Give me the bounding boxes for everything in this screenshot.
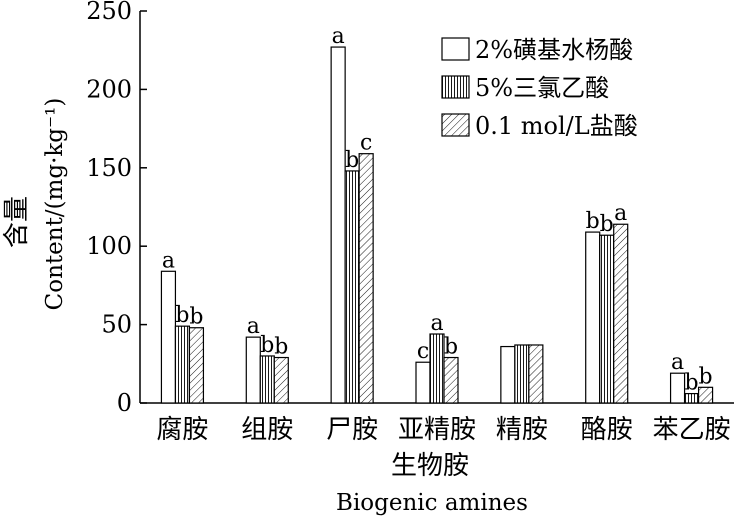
bar bbox=[585, 231, 601, 404]
bar bbox=[500, 345, 516, 404]
significance-label: b bbox=[260, 333, 274, 358]
legend-label: 2%磺基水杨酸 bbox=[475, 36, 633, 64]
significance-label: a bbox=[162, 248, 175, 273]
legend-item: 5%三氯乙酸 bbox=[441, 74, 609, 102]
bar bbox=[174, 325, 191, 404]
significance-label: c bbox=[360, 131, 372, 156]
legend-label: 5%三氯乙酸 bbox=[475, 74, 609, 102]
significance-label: a bbox=[247, 314, 260, 339]
legend-item: 0.1 mol/L盐酸 bbox=[441, 112, 638, 140]
significance-label: b bbox=[586, 209, 600, 234]
bar bbox=[514, 344, 530, 404]
bar bbox=[259, 355, 275, 404]
legend-swatch bbox=[441, 75, 470, 99]
bar bbox=[160, 270, 177, 404]
bar bbox=[599, 234, 615, 404]
bar bbox=[188, 327, 205, 404]
x-tick-label: 苯乙胺 bbox=[653, 415, 731, 445]
significance-label: b bbox=[345, 148, 359, 173]
bar bbox=[443, 356, 459, 404]
bar bbox=[697, 386, 714, 404]
x-axis-title-cn: 生物胺 bbox=[391, 451, 469, 481]
significance-label: b bbox=[600, 212, 614, 237]
significance-label: b bbox=[444, 335, 458, 360]
significance-label: c bbox=[417, 339, 429, 364]
legend-label: 0.1 mol/L盐酸 bbox=[475, 112, 638, 140]
x-tick-label: 腐胺 bbox=[156, 415, 208, 445]
bar bbox=[358, 153, 374, 404]
bar bbox=[429, 333, 445, 404]
y-tick-label: 50 bbox=[101, 311, 132, 339]
significance-label: b bbox=[685, 371, 699, 396]
y-axis-title-en: Content/(mg·kg⁻¹) bbox=[42, 98, 68, 311]
significance-label: b bbox=[175, 303, 189, 328]
y-tick-label: 200 bbox=[86, 75, 132, 103]
bar bbox=[245, 336, 261, 404]
significance-label: a bbox=[671, 350, 684, 375]
significance-label: b bbox=[189, 305, 203, 330]
x-tick-label: 酪胺 bbox=[581, 415, 633, 445]
legend-swatch bbox=[441, 113, 470, 137]
significance-label: b bbox=[699, 364, 713, 389]
legend: 2%磺基水杨酸 5%三氯乙酸 0.1 mol/L盐酸 bbox=[441, 36, 638, 140]
x-axis: 腐胺 组胺 尸胺 亚精胺 精胺 酪胺 苯乙胺 bbox=[140, 402, 734, 445]
legend-swatch bbox=[441, 37, 470, 61]
bar bbox=[613, 223, 629, 404]
bar bbox=[273, 356, 289, 404]
significance-label: b bbox=[274, 335, 288, 360]
legend-item: 2%磺基水杨酸 bbox=[441, 36, 633, 64]
bar bbox=[344, 170, 360, 404]
x-tick-label: 组胺 bbox=[241, 415, 293, 445]
y-axis-title: 含量 Content/(mg·kg⁻¹) bbox=[2, 98, 68, 311]
bar bbox=[330, 46, 346, 404]
y-tick-label: 150 bbox=[86, 154, 132, 182]
significance-label: a bbox=[332, 24, 345, 49]
y-tick-label: 0 bbox=[117, 389, 132, 417]
y-tick-label: 100 bbox=[86, 232, 132, 260]
x-tick-label: 亚精胺 bbox=[398, 415, 476, 445]
x-axis-title-en: Biogenic amines bbox=[336, 490, 528, 516]
x-tick-label: 尸胺 bbox=[326, 415, 378, 445]
x-tick-label: 精胺 bbox=[496, 415, 548, 445]
significance-label: a bbox=[614, 201, 627, 226]
bar bbox=[415, 361, 431, 404]
y-axis: 0 50 100 150 200 250 bbox=[86, 0, 147, 417]
bar bbox=[669, 372, 686, 404]
bar bbox=[528, 344, 544, 404]
significance-label: a bbox=[430, 311, 443, 336]
y-axis-title-cn: 含量 bbox=[2, 196, 32, 248]
y-tick-label: 250 bbox=[86, 0, 132, 25]
